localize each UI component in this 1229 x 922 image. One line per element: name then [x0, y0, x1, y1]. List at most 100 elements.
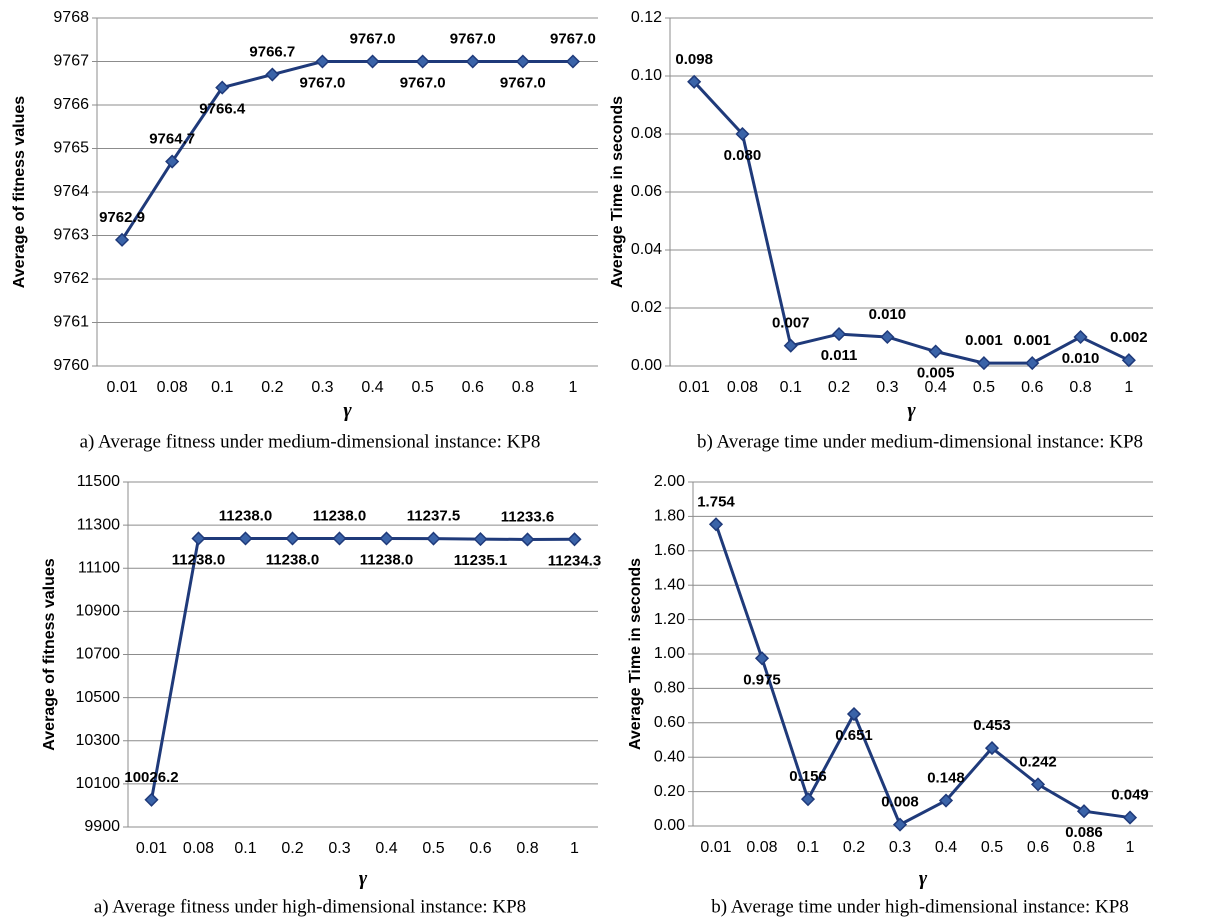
data-label: 0.008	[881, 794, 919, 811]
y-tick-label: 0.40	[654, 748, 685, 765]
data-label: 9767.0	[450, 30, 496, 47]
y-tick-label: 0.10	[631, 67, 662, 84]
y-tick-label: 0.12	[631, 9, 662, 26]
x-tick-label: 1	[570, 840, 579, 857]
caption: b) Average time under high-dimensional i…	[711, 896, 1129, 917]
data-label: 0.148	[927, 770, 965, 787]
marker	[1121, 353, 1136, 368]
x-tick-label: 0.2	[843, 839, 865, 856]
marker	[1025, 356, 1040, 371]
data-label: 0.049	[1111, 787, 1149, 804]
data-label: 11238.0	[360, 551, 413, 568]
data-label: 0.010	[869, 306, 907, 323]
y-tick-label: 10900	[76, 603, 121, 620]
data-label: 0.156	[789, 768, 827, 785]
data-label: 11238.0	[266, 551, 319, 568]
x-tick-label: 0.6	[462, 379, 484, 396]
x-tick-label: 0.1	[211, 379, 233, 396]
data-label: 9767.0	[300, 74, 346, 91]
data-label: 11237.5	[407, 508, 460, 525]
x-axis-title: γ	[907, 400, 916, 422]
x-tick-label: 0.3	[889, 839, 911, 856]
y-tick-label: 9768	[53, 9, 89, 26]
line	[120, 60, 573, 241]
data-label: 0.651	[835, 727, 873, 744]
y-tick-label: 10100	[76, 775, 121, 792]
y-tick-label: 11300	[77, 516, 120, 533]
x-tick-label: 0.1	[780, 379, 802, 396]
x-tick-label: 0.3	[328, 840, 350, 857]
x-tick-label: 0.01	[700, 839, 731, 856]
y-tick-label: 0.60	[654, 714, 685, 731]
data-label: 11238.0	[219, 507, 272, 524]
x-tick-label: 0.5	[981, 839, 1003, 856]
marker	[708, 517, 724, 532]
marker	[426, 531, 441, 546]
x-tick-label: 0.08	[183, 840, 214, 857]
marker	[144, 792, 159, 807]
marker	[165, 154, 180, 169]
x-tick-label: 0.01	[106, 379, 137, 396]
x-tick-label: 0.8	[1069, 379, 1091, 396]
caption: a) Average fitness under high-dimensiona…	[94, 896, 526, 917]
marker	[984, 741, 1000, 756]
x-tick-label: 0.5	[422, 840, 444, 857]
y-tick-label: 0.06	[631, 183, 662, 200]
y-axis-title: Average Time in seconds	[609, 96, 626, 288]
data-label: 11235.1	[454, 552, 507, 569]
x-tick-label: 1	[1126, 839, 1135, 856]
x-tick-label: 0.6	[1027, 839, 1049, 856]
x-tick-label: 0.01	[679, 379, 710, 396]
x-tick-label: 0.08	[157, 379, 188, 396]
y-tick-label: 11100	[78, 559, 120, 576]
marker	[800, 792, 816, 807]
marker	[1030, 777, 1046, 792]
data-label: 9767.0	[400, 74, 446, 91]
y-tick-label: 1.20	[654, 611, 685, 628]
data-label: 11238.0	[313, 507, 366, 524]
marker	[520, 532, 535, 547]
data-label: 0.011	[821, 347, 858, 364]
data-label: 10026.2	[124, 769, 178, 786]
marker	[565, 54, 581, 69]
data-label: 0.975	[743, 671, 781, 688]
y-tick-label: 9761	[53, 314, 89, 331]
data-label: 9767.0	[500, 74, 546, 91]
x-tick-label: 1	[568, 379, 577, 396]
y-tick-label: 1.40	[654, 576, 685, 593]
y-tick-label: 9765	[53, 140, 89, 157]
y-tick-label: 1.00	[654, 645, 685, 662]
x-tick-label: 0.1	[797, 839, 819, 856]
x-axis-title: γ	[359, 868, 368, 890]
line	[693, 80, 1130, 365]
marker	[567, 532, 582, 547]
x-tick-label: 0.8	[512, 379, 534, 396]
marker	[315, 54, 330, 69]
y-tick-label: 0.02	[631, 299, 662, 316]
marker	[1122, 810, 1138, 825]
data-label: 0.007	[772, 315, 810, 332]
marker	[846, 706, 862, 722]
x-tick-label: 0.4	[375, 840, 397, 857]
x-tick-label: 0.08	[746, 839, 777, 856]
y-tick-label: 9766	[53, 96, 89, 113]
y-tick-label: 10700	[76, 646, 121, 663]
x-tick-label: 0.8	[516, 840, 538, 857]
x-tick-label: 0.6	[1021, 379, 1043, 396]
y-tick-label: 0.00	[631, 357, 662, 374]
marker	[687, 74, 702, 89]
x-axis-title: γ	[343, 400, 352, 422]
y-axis-title: Average Time in seconds	[627, 558, 644, 750]
marker	[379, 531, 394, 546]
y-tick-label: 9762	[53, 270, 89, 287]
marker	[473, 532, 488, 547]
y-axis-title: Average of fitness values	[11, 96, 28, 288]
x-tick-label: 0.08	[727, 379, 758, 396]
marker	[1073, 329, 1088, 345]
marker	[928, 344, 943, 359]
data-label: 11233.6	[501, 508, 554, 525]
data-label: 0.001	[965, 332, 1003, 349]
marker	[465, 54, 480, 69]
y-tick-label: 9767	[53, 53, 89, 70]
x-tick-label: 0.5	[973, 379, 995, 396]
